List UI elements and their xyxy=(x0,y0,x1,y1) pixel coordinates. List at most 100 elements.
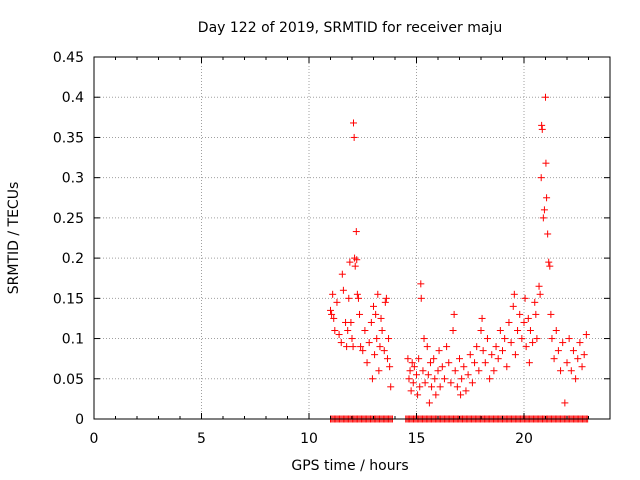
data-point xyxy=(532,310,540,318)
data-point xyxy=(466,351,474,359)
data-point xyxy=(537,174,545,182)
data-point xyxy=(542,159,550,167)
data-point xyxy=(544,230,552,238)
data-point xyxy=(436,383,444,391)
data-point xyxy=(471,359,479,367)
data-point xyxy=(542,93,549,101)
data-point xyxy=(540,206,548,214)
data-point xyxy=(356,310,364,318)
data-point xyxy=(453,383,461,391)
data-point xyxy=(557,367,565,375)
chart-title: Day 122 of 2019, SRMTID for receiver maj… xyxy=(198,20,502,36)
data-point xyxy=(496,327,504,335)
data-point xyxy=(415,355,423,363)
data-point xyxy=(509,302,517,310)
data-point xyxy=(374,290,382,298)
data-point xyxy=(352,228,360,236)
data-point xyxy=(420,335,428,343)
data-point xyxy=(559,339,567,347)
data-point xyxy=(516,310,524,318)
data-point xyxy=(385,335,393,343)
data-point xyxy=(416,383,424,391)
data-point xyxy=(381,298,389,306)
data-point xyxy=(450,310,458,318)
data-point xyxy=(547,310,555,318)
data-point xyxy=(533,335,541,343)
data-point xyxy=(339,286,347,294)
data-point xyxy=(328,310,336,318)
data-point xyxy=(479,347,487,355)
data-point xyxy=(462,387,470,395)
data-point xyxy=(561,399,569,407)
data-point xyxy=(458,375,466,383)
data-point xyxy=(419,367,427,375)
x-tick-label: 0 xyxy=(90,431,99,447)
data-point xyxy=(518,335,526,343)
data-point xyxy=(434,367,442,375)
data-point xyxy=(563,359,571,367)
axis-ticks: 0 0.05 0.1 0.15 0.2 0.25 0.3 0.35 0.4 0.45 0 5 10 15 2… xyxy=(53,50,610,447)
y-tick-label: 0.05 xyxy=(53,372,84,388)
data-point xyxy=(522,343,530,351)
data-point xyxy=(371,351,379,359)
data-point xyxy=(368,375,376,383)
data-point xyxy=(524,314,532,322)
data-point xyxy=(550,355,558,363)
data-point xyxy=(460,363,468,371)
data-point xyxy=(373,335,381,343)
data-point xyxy=(338,270,346,278)
data-point xyxy=(440,375,448,383)
data-point xyxy=(494,355,502,363)
data-points xyxy=(327,93,592,423)
data-point xyxy=(377,314,385,322)
data-point xyxy=(404,355,412,363)
y-tick-label: 0.25 xyxy=(53,211,84,227)
data-point xyxy=(505,318,513,326)
y-tick-label: 0.3 xyxy=(62,171,84,187)
data-point xyxy=(492,343,500,351)
data-point xyxy=(431,375,439,383)
data-point xyxy=(333,298,341,306)
data-point xyxy=(421,379,429,387)
data-point xyxy=(456,355,463,363)
data-point xyxy=(529,339,537,347)
data-point xyxy=(582,331,590,339)
data-point xyxy=(447,379,455,387)
data-point xyxy=(569,347,577,355)
data-point xyxy=(413,371,420,379)
data-point xyxy=(380,347,388,355)
data-point xyxy=(486,375,494,383)
y-tick-label: 0 xyxy=(75,412,84,428)
data-point xyxy=(445,359,453,367)
data-point xyxy=(344,327,352,335)
data-point xyxy=(449,327,457,335)
data-point xyxy=(329,290,337,298)
y-tick-label: 0.45 xyxy=(53,50,84,66)
data-point xyxy=(354,294,362,302)
x-tick-label: 10 xyxy=(300,431,318,447)
data-point xyxy=(543,194,551,202)
data-point xyxy=(428,383,436,391)
data-point xyxy=(536,290,544,298)
data-point xyxy=(361,327,369,335)
data-point xyxy=(473,343,481,351)
data-point xyxy=(451,367,459,375)
data-point xyxy=(546,262,554,270)
data-point xyxy=(417,280,425,288)
data-point xyxy=(438,363,446,371)
data-point xyxy=(576,339,584,347)
x-tick-label: 5 xyxy=(197,431,206,447)
plot-frame xyxy=(93,56,611,420)
data-point xyxy=(359,347,367,355)
y-tick-label: 0.2 xyxy=(62,251,84,267)
data-point xyxy=(499,347,506,355)
data-point xyxy=(501,335,509,343)
y-tick-label: 0.1 xyxy=(62,332,84,348)
data-point xyxy=(343,343,351,351)
y-tick-label: 0.35 xyxy=(53,130,84,146)
data-point xyxy=(426,359,434,367)
data-point xyxy=(572,375,580,383)
y-tick-label: 0.4 xyxy=(62,90,84,106)
data-point xyxy=(375,367,383,375)
